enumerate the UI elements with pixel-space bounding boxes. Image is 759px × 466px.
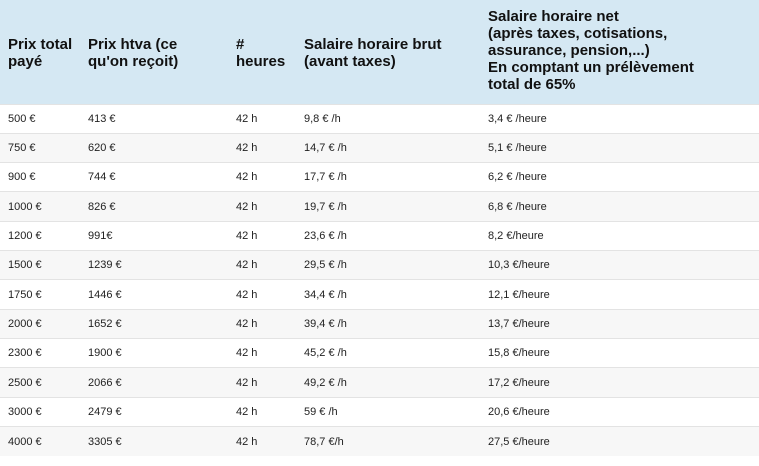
cell-gross-hourly: 14,7 € /h <box>304 132 488 163</box>
cell-total-price: 1200 € <box>0 220 88 251</box>
cell-total-price: 500 € <box>0 103 88 134</box>
cell-net-hourly: 12,1 €/heure <box>488 279 759 310</box>
cell-gross-hourly: 45,2 € /h <box>304 338 488 368</box>
table-row: 2000 € 1652 € 42 h 39,4 € /h 13,7 €/heur… <box>0 308 759 339</box>
cell-hours: 42 h <box>236 103 304 134</box>
cell-total-price: 1000 € <box>0 191 88 222</box>
cell-total-price: 2000 € <box>0 308 88 339</box>
cell-price-excl-vat: 744 € <box>88 162 236 192</box>
cell-gross-hourly: 34,4 € /h <box>304 279 488 310</box>
cell-net-hourly: 10,3 €/heure <box>488 250 759 280</box>
cell-hours: 42 h <box>236 338 304 368</box>
cell-net-hourly: 6,8 € /heure <box>488 191 759 222</box>
cell-price-excl-vat: 2479 € <box>88 396 236 427</box>
cell-hours: 42 h <box>236 308 304 339</box>
table-row: 1500 € 1239 € 42 h 29,5 € /h 10,3 €/heur… <box>0 250 759 280</box>
header-price-excl-vat: Prix htva (ce qu'on reçoit) <box>88 36 179 70</box>
cell-hours: 42 h <box>236 367 304 398</box>
cell-hours: 42 h <box>236 250 304 280</box>
cell-total-price: 1500 € <box>0 250 88 280</box>
cell-gross-hourly: 17,7 € /h <box>304 162 488 192</box>
cell-net-hourly: 3,4 € /heure <box>488 103 759 134</box>
table-row: 2300 € 1900 € 42 h 45,2 € /h 15,8 €/heur… <box>0 338 759 368</box>
cell-net-hourly: 15,8 €/heure <box>488 338 759 368</box>
cell-gross-hourly: 59 € /h <box>304 396 488 427</box>
cell-net-hourly: 5,1 € /heure <box>488 132 759 163</box>
cell-price-excl-vat: 1652 € <box>88 308 236 339</box>
cell-gross-hourly: 9,8 € /h <box>304 103 488 134</box>
table-row: 900 € 744 € 42 h 17,7 € /h 6,2 € /heure <box>0 162 759 192</box>
cell-gross-hourly: 19,7 € /h <box>304 191 488 222</box>
cell-net-hourly: 20,6 €/heure <box>488 396 759 427</box>
cell-total-price: 750 € <box>0 132 88 163</box>
header-gross-hourly: Salaire horaire brut (avant taxes) <box>304 36 442 70</box>
table-header: Prix total payé Prix htva (ce qu'on reço… <box>0 0 759 104</box>
table-row: 750 € 620 € 42 h 14,7 € /h 5,1 € /heure <box>0 132 759 163</box>
table-row: 500 € 413 € 42 h 9,8 € /h 3,4 € /heure <box>0 103 759 134</box>
salary-table: Prix total payé Prix htva (ce qu'on reço… <box>0 0 759 456</box>
cell-net-hourly: 27,5 €/heure <box>488 426 759 456</box>
cell-price-excl-vat: 413 € <box>88 103 236 134</box>
cell-hours: 42 h <box>236 132 304 163</box>
table-row: 2500 € 2066 € 42 h 49,2 € /h 17,2 €/heur… <box>0 367 759 398</box>
table-row: 1750 € 1446 € 42 h 34,4 € /h 12,1 €/heur… <box>0 279 759 310</box>
cell-price-excl-vat: 1239 € <box>88 250 236 280</box>
table-row: 3000 € 2479 € 42 h 59 € /h 20,6 €/heure <box>0 396 759 427</box>
cell-total-price: 2300 € <box>0 338 88 368</box>
cell-price-excl-vat: 826 € <box>88 191 236 222</box>
cell-hours: 42 h <box>236 220 304 251</box>
cell-price-excl-vat: 991€ <box>88 220 236 251</box>
cell-total-price: 3000 € <box>0 396 88 427</box>
cell-hours: 42 h <box>236 279 304 310</box>
cell-net-hourly: 13,7 €/heure <box>488 308 759 339</box>
header-total-price: Prix total payé <box>8 36 73 70</box>
cell-price-excl-vat: 3305 € <box>88 426 236 456</box>
cell-net-hourly: 17,2 €/heure <box>488 367 759 398</box>
cell-gross-hourly: 29,5 € /h <box>304 250 488 280</box>
cell-total-price: 2500 € <box>0 367 88 398</box>
table-row: 4000 € 3305 € 42 h 78,7 €/h 27,5 €/heure <box>0 426 759 456</box>
cell-gross-hourly: 39,4 € /h <box>304 308 488 339</box>
cell-total-price: 900 € <box>0 162 88 192</box>
cell-hours: 42 h <box>236 191 304 222</box>
cell-price-excl-vat: 2066 € <box>88 367 236 398</box>
header-hours: # heures <box>236 36 286 70</box>
cell-net-hourly: 8,2 €/heure <box>488 220 759 251</box>
table-row: 1000 € 826 € 42 h 19,7 € /h 6,8 € /heure <box>0 191 759 222</box>
cell-hours: 42 h <box>236 162 304 192</box>
cell-gross-hourly: 23,6 € /h <box>304 220 488 251</box>
cell-hours: 42 h <box>236 396 304 427</box>
cell-price-excl-vat: 1446 € <box>88 279 236 310</box>
cell-gross-hourly: 49,2 € /h <box>304 367 488 398</box>
cell-net-hourly: 6,2 € /heure <box>488 162 759 192</box>
table-row: 1200 € 991€ 42 h 23,6 € /h 8,2 €/heure <box>0 220 759 251</box>
cell-price-excl-vat: 1900 € <box>88 338 236 368</box>
cell-total-price: 1750 € <box>0 279 88 310</box>
header-net-hourly: Salaire horaire net (après taxes, cotisa… <box>488 8 694 93</box>
cell-gross-hourly: 78,7 €/h <box>304 426 488 456</box>
header-row: Prix total payé Prix htva (ce qu'on reço… <box>0 0 759 104</box>
cell-total-price: 4000 € <box>0 426 88 456</box>
cell-hours: 42 h <box>236 426 304 456</box>
cell-price-excl-vat: 620 € <box>88 132 236 163</box>
table-body: 500 € 413 € 42 h 9,8 € /h 3,4 € /heure 7… <box>0 103 759 456</box>
